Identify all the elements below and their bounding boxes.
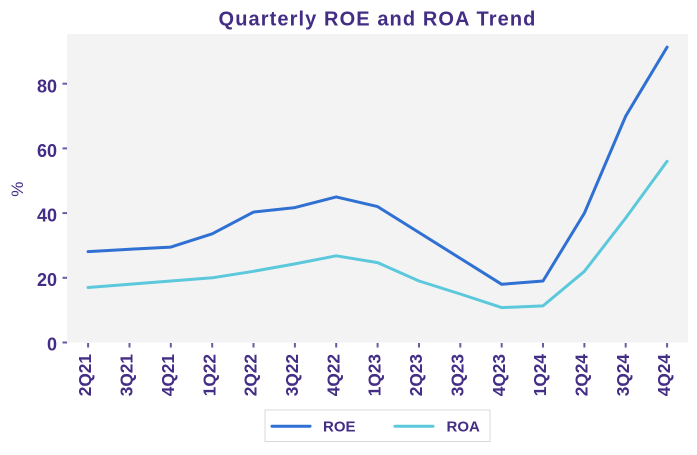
svg-text:1Q24: 1Q24 <box>530 354 550 397</box>
svg-text:2Q21: 2Q21 <box>75 354 95 397</box>
svg-text:4Q21: 4Q21 <box>158 354 178 397</box>
svg-text:ROE: ROE <box>323 419 356 436</box>
svg-text:ROA: ROA <box>447 419 481 436</box>
svg-text:1Q22: 1Q22 <box>199 354 219 396</box>
svg-text:4Q23: 4Q23 <box>489 354 509 396</box>
svg-text:4Q24: 4Q24 <box>654 354 674 397</box>
svg-text:4Q22: 4Q22 <box>323 354 343 396</box>
svg-text:40: 40 <box>37 206 57 226</box>
svg-text:Quarterly ROE and ROA Trend: Quarterly ROE and ROA Trend <box>219 9 537 31</box>
svg-text:3Q21: 3Q21 <box>117 354 137 397</box>
svg-text:3Q22: 3Q22 <box>282 354 302 396</box>
svg-text:1Q23: 1Q23 <box>365 354 385 396</box>
svg-text:60: 60 <box>37 141 57 161</box>
svg-text:80: 80 <box>37 77 57 97</box>
svg-text:20: 20 <box>37 270 57 290</box>
svg-text:3Q23: 3Q23 <box>447 354 467 396</box>
svg-text:3Q24: 3Q24 <box>613 354 633 397</box>
svg-text:0: 0 <box>47 334 57 354</box>
svg-text:2Q24: 2Q24 <box>572 354 592 397</box>
svg-text:2Q23: 2Q23 <box>406 354 426 396</box>
svg-text:%: % <box>8 182 27 197</box>
svg-text:2Q22: 2Q22 <box>241 354 261 396</box>
